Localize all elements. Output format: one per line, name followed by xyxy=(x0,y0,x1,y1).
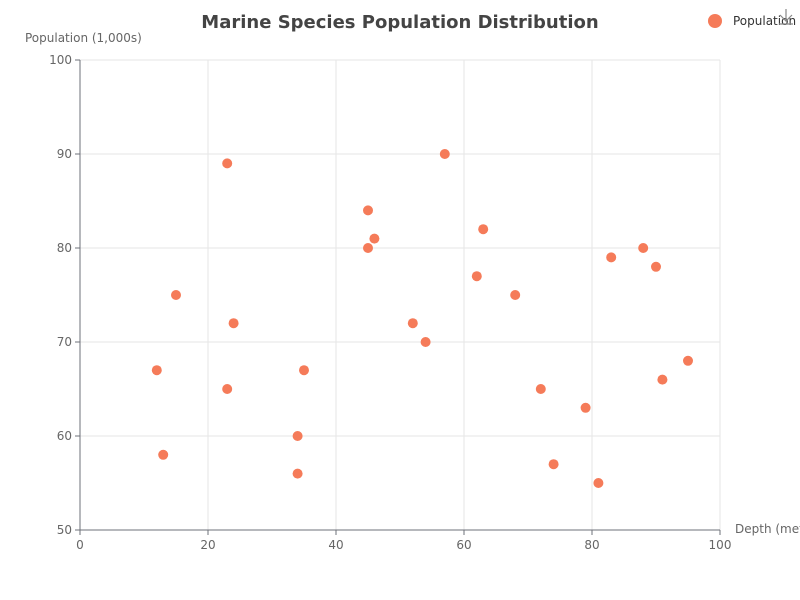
data-point[interactable] xyxy=(471,271,482,282)
data-points[interactable] xyxy=(151,149,693,488)
data-point[interactable] xyxy=(292,468,303,479)
chart-title: Marine Species Population Distribution xyxy=(201,12,598,33)
data-point[interactable] xyxy=(593,478,604,488)
data-point[interactable] xyxy=(548,459,559,470)
data-point[interactable] xyxy=(580,402,591,413)
data-point[interactable] xyxy=(657,374,668,385)
data-point[interactable] xyxy=(158,449,169,460)
x-axis-title: Depth (meters) xyxy=(735,522,800,536)
x-tick-label: 60 xyxy=(456,538,471,552)
data-point[interactable] xyxy=(510,290,521,300)
data-point[interactable] xyxy=(535,384,546,394)
x-tick-label: 20 xyxy=(200,538,215,552)
axes xyxy=(75,59,721,535)
data-point[interactable] xyxy=(151,365,162,376)
data-point[interactable] xyxy=(478,224,489,235)
x-tick-label: 0 xyxy=(76,538,84,552)
data-point[interactable] xyxy=(683,355,693,366)
data-point[interactable] xyxy=(292,431,303,441)
data-point[interactable] xyxy=(369,233,380,244)
y-tick-label: 70 xyxy=(57,335,72,349)
data-point[interactable] xyxy=(420,337,431,347)
data-point[interactable] xyxy=(222,158,233,169)
data-point[interactable] xyxy=(651,261,661,272)
legend-marker[interactable] xyxy=(708,14,722,28)
data-point[interactable] xyxy=(299,365,309,376)
y-tick-label: 80 xyxy=(57,241,72,255)
x-tick-label: 40 xyxy=(328,538,343,552)
x-tick-label: 100 xyxy=(709,538,732,552)
data-point[interactable] xyxy=(363,205,373,216)
data-point[interactable] xyxy=(638,243,649,253)
data-point[interactable] xyxy=(171,290,181,300)
legend[interactable]: Population xyxy=(708,14,796,28)
tick-labels: 0 20 40 60 80 100 50 60 70 80 90 100 xyxy=(49,53,731,552)
data-point[interactable] xyxy=(228,318,239,329)
data-point[interactable] xyxy=(222,384,233,394)
data-point[interactable] xyxy=(606,252,617,263)
y-tick-label: 50 xyxy=(57,523,72,537)
download-icon[interactable] xyxy=(779,9,793,25)
y-tick-label: 100 xyxy=(49,53,72,67)
y-tick-label: 90 xyxy=(57,147,72,161)
y-axis-title: Population (1,000s) xyxy=(25,31,142,45)
y-tick-label: 60 xyxy=(57,429,72,443)
data-point[interactable] xyxy=(439,149,450,159)
data-point[interactable] xyxy=(407,318,418,329)
data-point[interactable] xyxy=(363,243,373,253)
x-tick-label: 80 xyxy=(584,538,599,552)
